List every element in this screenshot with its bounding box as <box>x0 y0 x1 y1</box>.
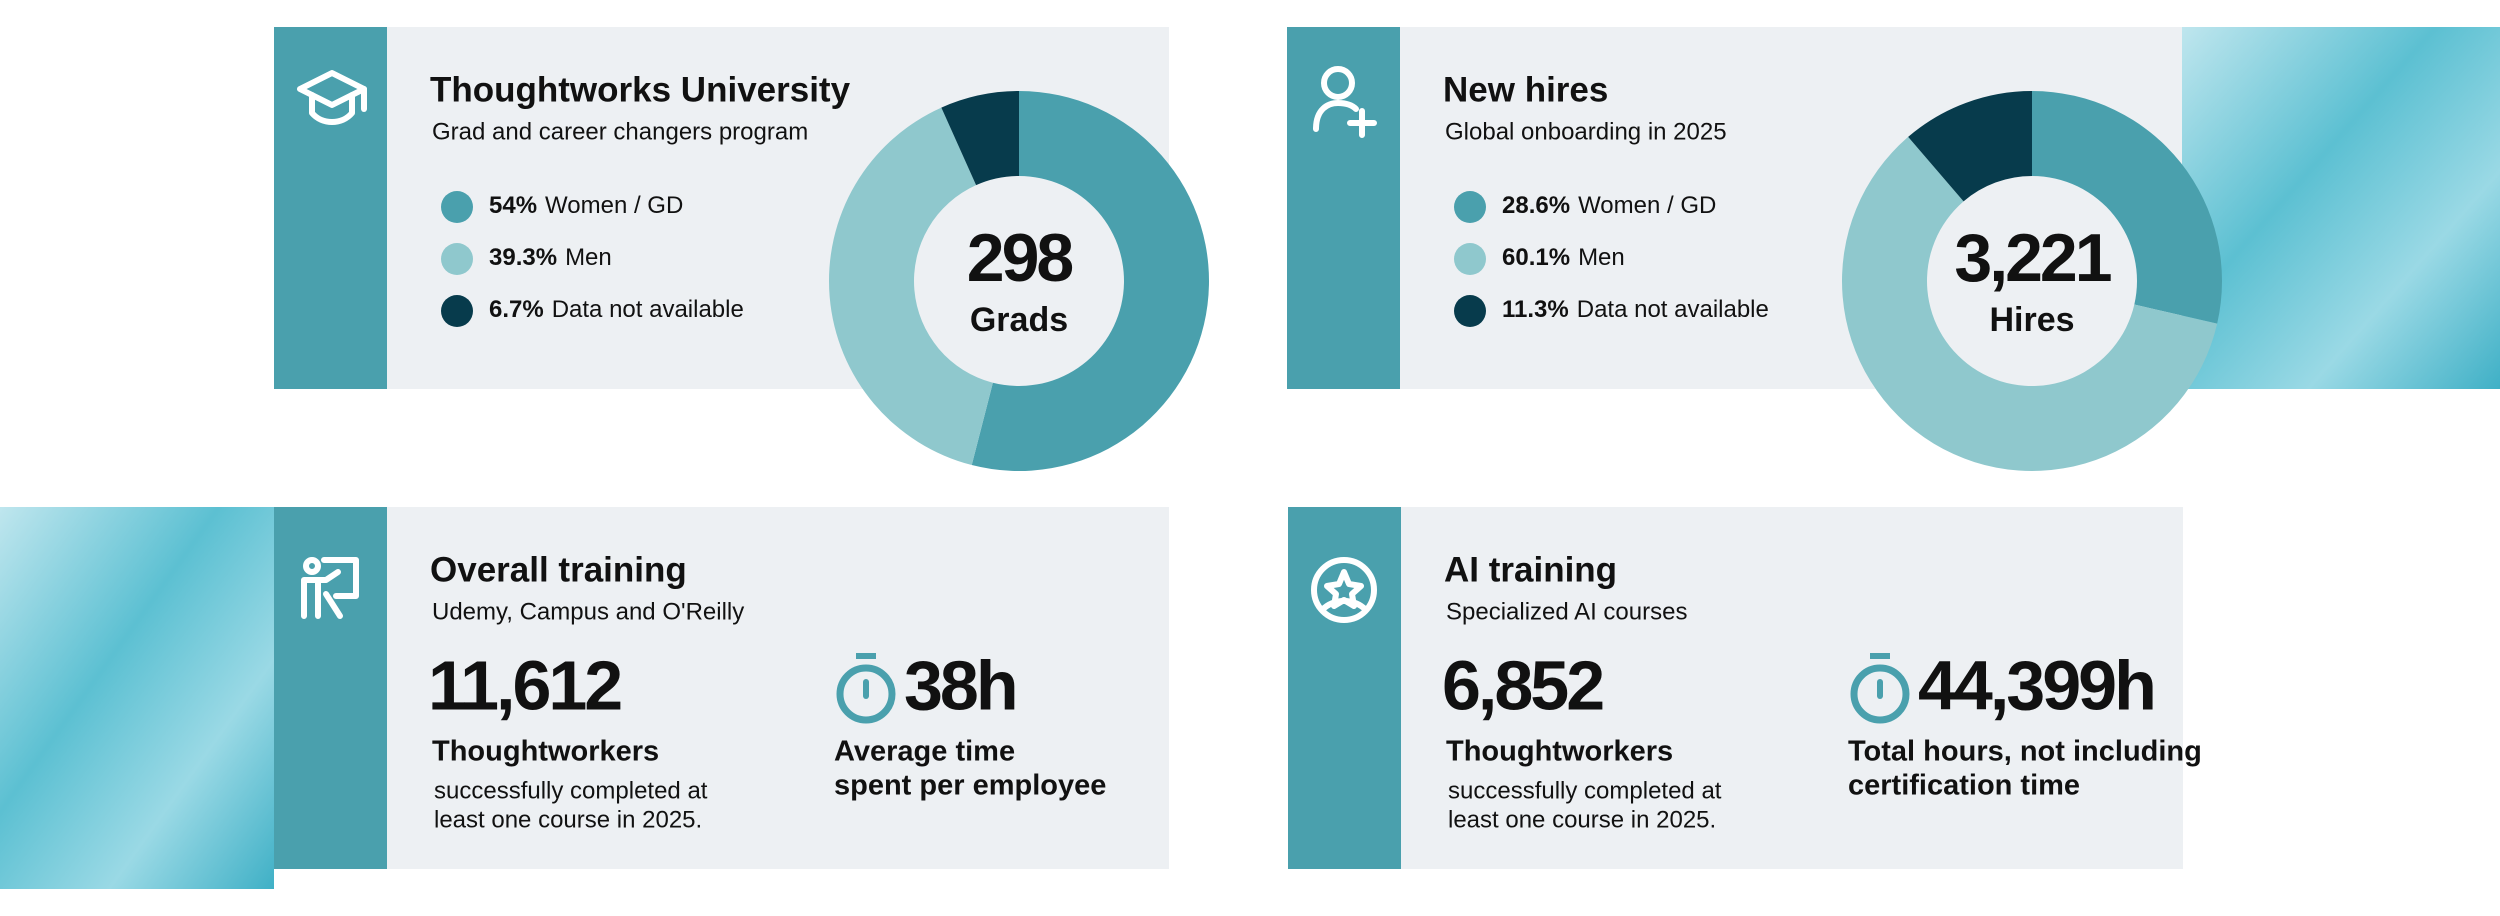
legend-label: Men <box>1578 244 1625 271</box>
legend-entry: 28.6% Women / GD <box>1502 192 1716 219</box>
card-title: Thoughtworks University <box>430 70 851 109</box>
center-label: Grads <box>970 301 1068 339</box>
legend-swatch <box>441 191 473 223</box>
legend-entry: 11.3% Data not available <box>1502 296 1769 323</box>
stat-description: least one course in 2025. <box>434 806 702 833</box>
graduation-icon <box>297 70 367 125</box>
legend-label: Data not available <box>1577 296 1769 323</box>
legend-value: 28.6% <box>1502 192 1570 219</box>
stat-value: 6,852 <box>1442 646 1603 724</box>
stat-description: successfully completed at <box>1448 777 1722 804</box>
stat-label: Thoughtworkers <box>432 736 659 768</box>
stopwatch-icon <box>1850 664 1910 724</box>
card-stripe <box>274 507 387 869</box>
card-subtitle: Grad and career changers program <box>432 118 808 145</box>
legend-swatch <box>1454 243 1486 275</box>
stat-description: successfully completed at <box>434 777 708 804</box>
legend-value: 60.1% <box>1502 244 1570 271</box>
card-stripe <box>1287 27 1400 389</box>
stopwatch-icon <box>836 664 896 724</box>
legend-value: 11.3% <box>1502 296 1569 323</box>
donut-segment <box>829 107 993 466</box>
card <box>274 27 1169 389</box>
donut-segment <box>2032 91 2223 324</box>
center-value: 298 <box>967 220 1073 296</box>
legend-label: Women / GD <box>1578 192 1716 219</box>
card-subtitle: Global onboarding in 2025 <box>1445 118 1727 145</box>
donut-segment <box>1908 91 2032 202</box>
card-subtitle: Specialized AI courses <box>1446 598 1687 625</box>
card <box>1287 27 2182 389</box>
card-stripe <box>274 27 387 389</box>
legend-swatch <box>441 243 473 275</box>
stat-label: certification time <box>1848 770 2080 802</box>
center-label: Hires <box>1989 301 2074 339</box>
legend-label: Data not available <box>552 296 744 323</box>
card <box>274 507 1169 869</box>
card-title: AI training <box>1444 550 1617 589</box>
center-value: 3,221 <box>1954 220 2110 296</box>
stat-value: 11,612 <box>428 646 621 724</box>
legend-value: 6.7% <box>489 296 544 323</box>
stat-value: 38h <box>904 646 1016 724</box>
card-title: Overall training <box>430 550 687 589</box>
legend-swatch <box>441 295 473 327</box>
donut-segment <box>971 90 1210 471</box>
legend-value: 39.3% <box>489 244 557 271</box>
water-texture <box>0 507 274 889</box>
legend-entry: 39.3% Men <box>489 244 612 271</box>
stat-label: spent per employee <box>834 770 1106 802</box>
water-texture <box>2181 27 2500 389</box>
stat-value: 44,399h <box>1918 646 2154 724</box>
stat-description: least one course in 2025. <box>1448 806 1716 833</box>
new-hire-icon <box>1313 66 1377 138</box>
card-stripe <box>1288 507 1401 869</box>
legend-label: Women / GD <box>545 192 683 219</box>
stat-label: Average time <box>834 736 1015 768</box>
legend-label: Men <box>565 244 612 271</box>
stat-label: Thoughtworkers <box>1446 736 1673 768</box>
donut-segment <box>941 91 1019 186</box>
card-title: New hires <box>1443 70 1608 109</box>
legend-entry: 60.1% Men <box>1502 244 1625 271</box>
legend-entry: 54% Women / GD <box>489 192 683 219</box>
training-icon <box>301 557 359 619</box>
card-subtitle: Udemy, Campus and O'Reilly <box>432 598 744 625</box>
legend-swatch <box>1454 295 1486 327</box>
legend-value: 54% <box>489 192 537 219</box>
legend-swatch <box>1454 191 1486 223</box>
cards: Thoughtworks University Grad and career c… <box>274 27 2223 869</box>
stat-label: Total hours, not including <box>1848 736 2202 768</box>
donut-segment <box>1842 136 2218 471</box>
ai-icon <box>1311 557 1377 623</box>
legend-entry: 6.7% Data not available <box>489 296 744 323</box>
card <box>1288 507 2183 869</box>
